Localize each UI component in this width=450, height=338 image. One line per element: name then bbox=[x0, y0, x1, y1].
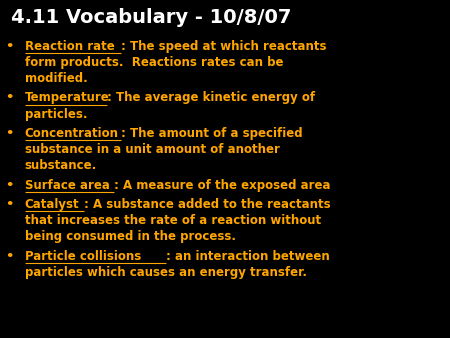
Text: substance in a unit amount of another: substance in a unit amount of another bbox=[25, 143, 279, 156]
Text: : A substance added to the reactants: : A substance added to the reactants bbox=[84, 198, 331, 211]
Text: substance.: substance. bbox=[25, 160, 97, 172]
Text: form products.  Reactions rates can be: form products. Reactions rates can be bbox=[25, 56, 283, 69]
Text: that increases the rate of a reaction without: that increases the rate of a reaction wi… bbox=[25, 214, 321, 227]
Text: : The speed at which reactants: : The speed at which reactants bbox=[122, 40, 327, 53]
Text: •: • bbox=[5, 179, 14, 192]
Text: Surface area: Surface area bbox=[25, 179, 110, 192]
Text: Concentration: Concentration bbox=[25, 127, 119, 140]
Text: : an interaction between: : an interaction between bbox=[166, 250, 330, 263]
Text: particles which causes an energy transfer.: particles which causes an energy transfe… bbox=[25, 266, 307, 279]
Text: modified.: modified. bbox=[25, 72, 87, 85]
Text: particles.: particles. bbox=[25, 108, 87, 121]
Text: : A measure of the exposed area: : A measure of the exposed area bbox=[114, 179, 330, 192]
Text: : The amount of a specified: : The amount of a specified bbox=[122, 127, 303, 140]
Text: 4.11 Vocabulary - 10/8/07: 4.11 Vocabulary - 10/8/07 bbox=[11, 8, 292, 27]
Text: •: • bbox=[5, 40, 14, 53]
Text: •: • bbox=[5, 91, 14, 104]
Text: •: • bbox=[5, 250, 14, 263]
Text: •: • bbox=[5, 198, 14, 211]
Text: Reaction rate: Reaction rate bbox=[25, 40, 114, 53]
Text: : The average kinetic energy of: : The average kinetic energy of bbox=[107, 91, 315, 104]
Text: •: • bbox=[5, 127, 14, 140]
Text: Temperature: Temperature bbox=[25, 91, 109, 104]
Text: Particle collisions: Particle collisions bbox=[25, 250, 141, 263]
Text: being consumed in the process.: being consumed in the process. bbox=[25, 231, 236, 243]
Text: Catalyst: Catalyst bbox=[25, 198, 79, 211]
